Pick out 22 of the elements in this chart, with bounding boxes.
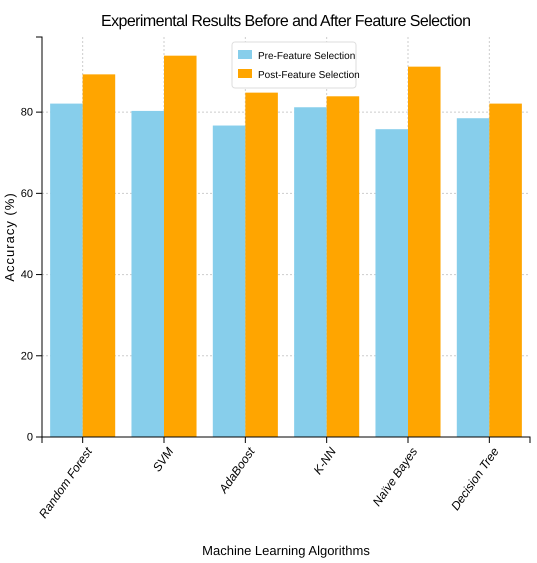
bar — [82, 74, 116, 437]
bar — [131, 110, 164, 437]
y-axis-title: Accuracy (%) — [2, 192, 17, 282]
chart-title: Experimental Results Before and After Feature Selection — [101, 13, 471, 30]
y-tick-label: 60 — [20, 188, 33, 200]
bar — [326, 96, 360, 437]
bar — [245, 92, 278, 437]
bar — [408, 66, 441, 437]
bar — [294, 107, 327, 437]
x-axis-title: Machine Learning Algorithms — [202, 543, 370, 558]
bar — [50, 104, 83, 437]
bar — [164, 56, 197, 437]
bar — [375, 129, 408, 437]
y-tick-label: 40 — [20, 269, 33, 282]
y-tick-label: 0 — [26, 432, 33, 444]
legend-label: Post-Feature Selection — [258, 70, 360, 81]
y-tick-label: 20 — [20, 350, 33, 362]
bar — [456, 118, 490, 437]
bar — [489, 104, 522, 437]
legend-label: Pre-Feature Selection — [258, 51, 356, 62]
bar — [212, 126, 246, 437]
y-tick-label: 80 — [20, 106, 33, 119]
